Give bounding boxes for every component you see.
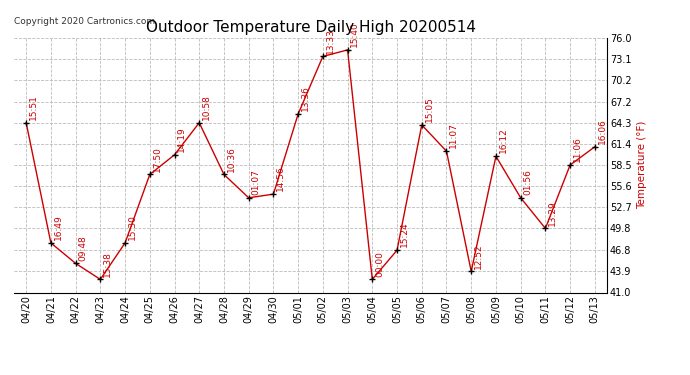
Text: 11:07: 11:07 (449, 123, 458, 148)
Title: Outdoor Temperature Daily High 20200514: Outdoor Temperature Daily High 20200514 (146, 20, 475, 35)
Text: 15:40: 15:40 (351, 21, 359, 47)
Text: 10:58: 10:58 (202, 94, 211, 120)
Y-axis label: Temperature (°F): Temperature (°F) (638, 121, 647, 209)
Text: 11:06: 11:06 (573, 136, 582, 162)
Text: 15:24: 15:24 (400, 222, 408, 248)
Text: 15:51: 15:51 (29, 94, 38, 120)
Text: 17:50: 17:50 (152, 146, 161, 172)
Text: 16:06: 16:06 (598, 118, 607, 144)
Text: 14:56: 14:56 (276, 166, 285, 191)
Text: 09:48: 09:48 (79, 235, 88, 261)
Text: 01:07: 01:07 (251, 169, 260, 195)
Text: 13:33: 13:33 (326, 28, 335, 54)
Text: 15:30: 15:30 (128, 214, 137, 240)
Text: 13:36: 13:36 (301, 86, 310, 111)
Text: 16:49: 16:49 (54, 214, 63, 240)
Text: Copyright 2020 Cartronics.com: Copyright 2020 Cartronics.com (14, 17, 155, 26)
Text: 15:05: 15:05 (424, 96, 433, 122)
Text: 13:29: 13:29 (548, 200, 557, 226)
Text: 10:36: 10:36 (227, 146, 236, 172)
Text: 15:38: 15:38 (103, 251, 112, 277)
Text: 16:12: 16:12 (499, 128, 508, 153)
Text: 01:56: 01:56 (524, 169, 533, 195)
Text: 12:52: 12:52 (474, 243, 483, 268)
Text: 00:00: 00:00 (375, 251, 384, 277)
Text: 14:19: 14:19 (177, 126, 186, 152)
